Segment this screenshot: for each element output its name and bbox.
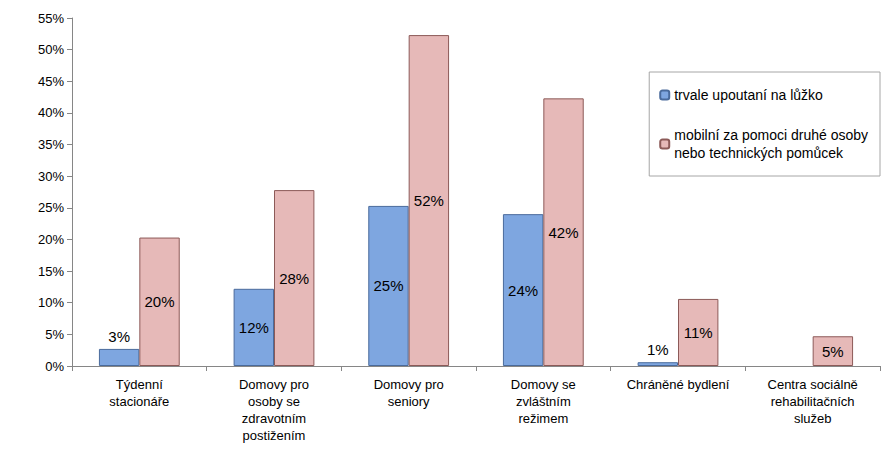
svg-text:30%: 30%: [38, 169, 64, 184]
svg-text:35%: 35%: [38, 137, 64, 152]
svg-text:služeb: služeb: [794, 411, 832, 426]
svg-text:rehabilitačních: rehabilitačních: [771, 394, 855, 409]
svg-text:42%: 42%: [549, 224, 579, 241]
svg-text:osoby se: osoby se: [248, 394, 300, 409]
svg-text:seniory: seniory: [388, 394, 430, 409]
svg-text:5%: 5%: [822, 343, 844, 360]
svg-text:25%: 25%: [38, 200, 64, 215]
svg-text:50%: 50%: [38, 42, 64, 57]
svg-text:zdravotním: zdravotním: [242, 411, 306, 426]
svg-text:24%: 24%: [508, 282, 538, 299]
svg-text:45%: 45%: [38, 74, 64, 89]
svg-text:55%: 55%: [38, 11, 64, 26]
svg-text:stacionáře: stacionáře: [109, 394, 169, 409]
svg-text:0%: 0%: [45, 359, 64, 374]
svg-text:režimem: režimem: [518, 411, 568, 426]
svg-text:nebo technických pomůcek: nebo technických pomůcek: [674, 145, 844, 161]
svg-text:Týdenní: Týdenní: [116, 377, 163, 392]
svg-text:11%: 11%: [684, 324, 713, 341]
svg-text:trvale upoutaní na lůžko: trvale upoutaní na lůžko: [674, 87, 823, 103]
svg-text:5%: 5%: [45, 327, 64, 342]
svg-text:3%: 3%: [108, 328, 130, 345]
svg-text:10%: 10%: [38, 295, 64, 310]
svg-text:Domovy se: Domovy se: [511, 377, 576, 392]
svg-text:postižením: postižením: [243, 428, 306, 443]
svg-text:52%: 52%: [414, 192, 444, 209]
svg-text:1%: 1%: [647, 341, 669, 358]
svg-text:zvláštním: zvláštním: [516, 394, 571, 409]
svg-text:Centra sociálně: Centra sociálně: [768, 377, 858, 392]
svg-text:20%: 20%: [38, 232, 64, 247]
svg-text:15%: 15%: [38, 264, 64, 279]
svg-text:mobilní za pomoci druhé osoby: mobilní za pomoci druhé osoby: [674, 127, 868, 143]
svg-text:Domovy pro: Domovy pro: [374, 377, 444, 392]
svg-text:25%: 25%: [373, 277, 403, 294]
svg-text:Chráněné bydlení: Chráněné bydlení: [627, 377, 730, 392]
svg-text:28%: 28%: [279, 270, 309, 287]
svg-text:Domovy pro: Domovy pro: [239, 377, 309, 392]
svg-text:40%: 40%: [38, 105, 64, 120]
svg-text:20%: 20%: [145, 293, 175, 310]
svg-text:12%: 12%: [239, 319, 269, 336]
